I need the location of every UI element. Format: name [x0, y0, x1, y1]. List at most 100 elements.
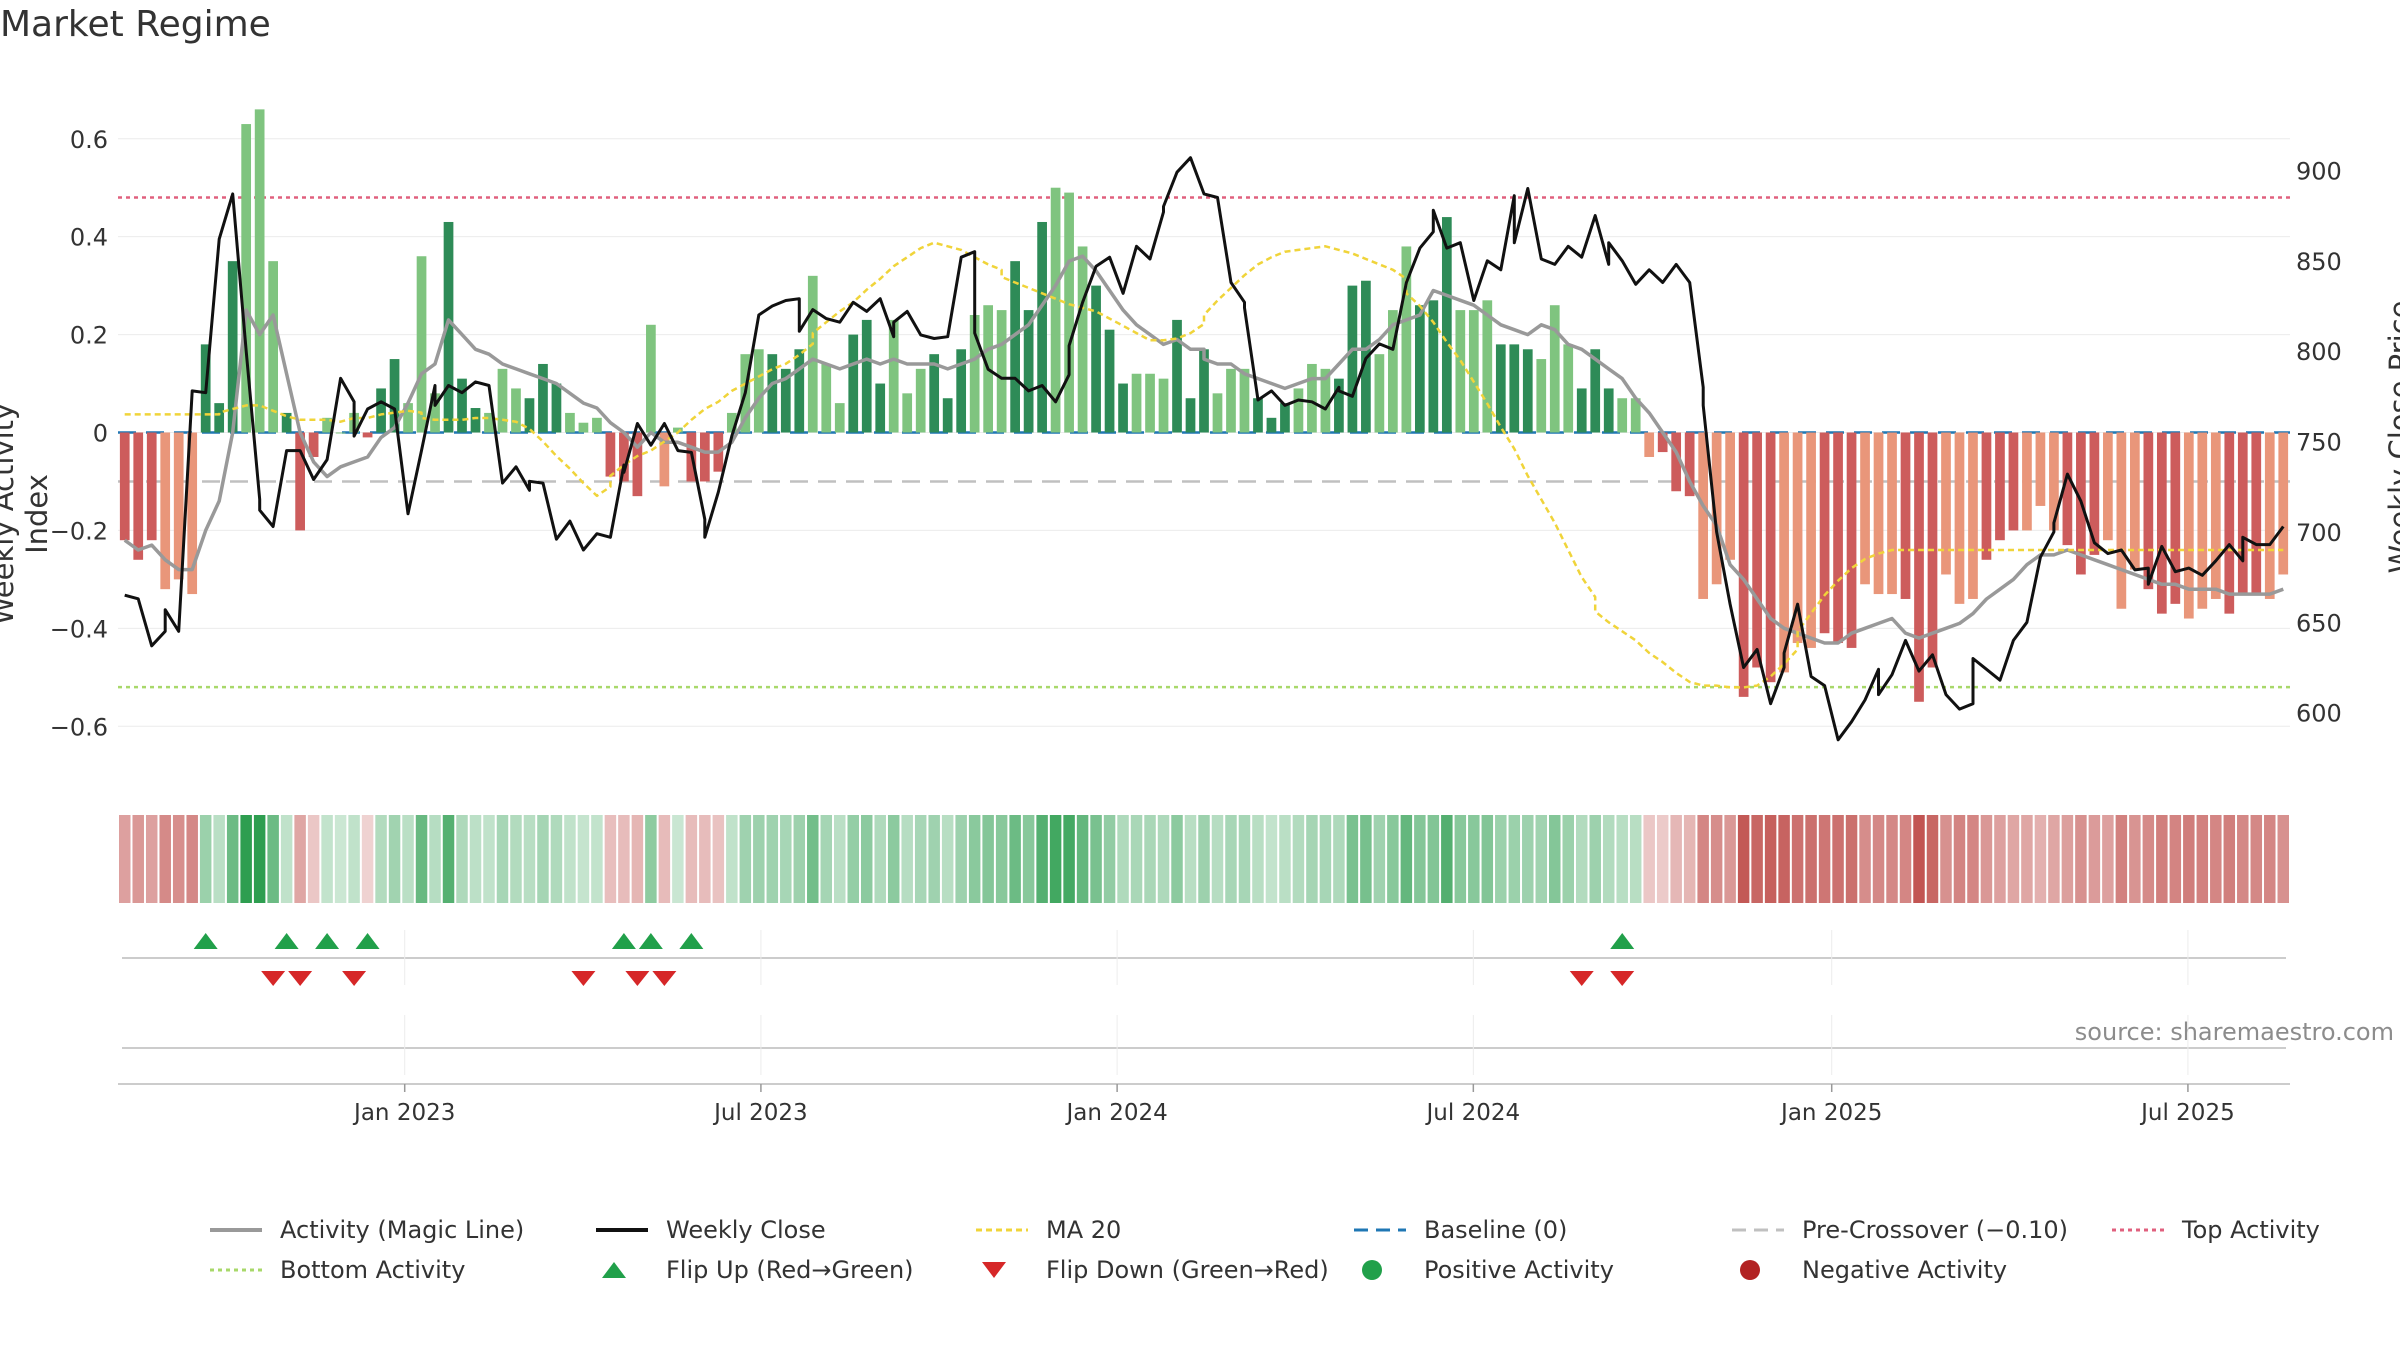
regime-cell [334, 815, 347, 903]
activity-bar [1212, 393, 1223, 433]
x-tick-label: Jul 2025 [2139, 1100, 2235, 1126]
y-tick-label: 0 [93, 420, 108, 448]
y-tick-label: 0.6 [70, 126, 108, 154]
regime-cell [483, 815, 495, 903]
activity-bar [1495, 344, 1506, 433]
regime-cell [1751, 815, 1763, 903]
activity-bar [673, 427, 683, 433]
regime-cell [2075, 815, 2087, 903]
activity-bar [1428, 300, 1439, 433]
regime-cell [415, 815, 428, 903]
y2-tick-label: 850 [2296, 248, 2342, 276]
regime-cell [361, 815, 374, 903]
legend-label: Activity (Magic Line) [280, 1216, 525, 1244]
regime-cell [1737, 815, 1750, 903]
flip-up-marker [315, 933, 340, 949]
regime-cell [119, 815, 131, 903]
activity-bar [1941, 432, 1951, 575]
regime-cell [1198, 815, 1210, 903]
activity-bar [227, 261, 238, 433]
regime-cell [402, 815, 414, 903]
regime-cell [1940, 815, 1952, 903]
regime-cell [1508, 815, 1521, 903]
activity-bar [335, 432, 346, 434]
activity-bar [1752, 432, 1762, 668]
x-tick-label: Jan 2024 [1064, 1100, 1167, 1126]
activity-bar [767, 354, 778, 433]
legend-item-bottom-activity: Bottom Activity [210, 1250, 465, 1290]
regime-cell [780, 815, 792, 903]
activity-bar [1482, 300, 1493, 433]
regime-cell [2183, 815, 2195, 903]
regime-cell [887, 815, 900, 903]
activity-bar [1334, 378, 1344, 433]
activity-magic-line [123, 254, 2284, 645]
activity-bar [1711, 432, 1722, 585]
activity-bar [2237, 432, 2248, 595]
activity-bar [2049, 432, 2059, 531]
regime-cell [2196, 815, 2209, 903]
activity-bar [1293, 388, 1304, 433]
activity-bar [888, 319, 899, 433]
regime-cell [213, 815, 225, 903]
legend-item-positive-activity: Positive Activity [1354, 1250, 1614, 1290]
activity-bar [632, 432, 643, 497]
y-tick-label: 0.4 [70, 224, 108, 252]
legend-item-negative-activity: Negative Activity [1732, 1250, 2007, 1290]
activity-bar [484, 412, 494, 433]
y-tick-label: −0.4 [50, 615, 108, 643]
legend-label: Baseline (0) [1424, 1216, 1568, 1244]
regime-cell [591, 815, 603, 903]
regime-cell [1036, 815, 1048, 903]
legend-item-flip-down: Flip Down (Green→Red) [976, 1250, 1329, 1290]
activity-bar [1104, 329, 1115, 433]
activity-bar [969, 315, 980, 433]
activity-bar [699, 432, 710, 482]
regime-cell [199, 815, 212, 903]
regime-cell [1009, 815, 1021, 903]
activity-bar [2210, 432, 2221, 599]
activity-bar [1792, 432, 1803, 644]
activity-bar [524, 398, 535, 433]
activity-bar [1617, 398, 1628, 433]
activity-bar [1536, 359, 1547, 433]
activity-bar [322, 417, 332, 433]
regime-cell [2210, 815, 2222, 903]
y-tick-label: −0.2 [50, 517, 108, 545]
legend-label: Flip Down (Green→Red) [1046, 1256, 1329, 1284]
x-tick-label: Jan 2025 [1779, 1100, 1882, 1126]
regime-cell [307, 815, 320, 903]
activity-bar [2278, 432, 2289, 575]
activity-bar [2089, 432, 2100, 555]
regime-cell [1791, 815, 1804, 903]
regime-cell [834, 815, 846, 903]
regime-cell [1387, 815, 1399, 903]
regime-cell [1562, 815, 1574, 903]
regime-cell [1522, 815, 1534, 903]
activity-bar [1806, 432, 1816, 648]
activity-bar [821, 363, 832, 433]
activity-bar [551, 383, 562, 433]
activity-bar [1010, 261, 1020, 433]
legend-item-flip-up: Flip Up (Red→Green) [596, 1250, 914, 1290]
x-tick-label: Jan 2023 [352, 1100, 455, 1126]
activity-bar [308, 432, 319, 457]
y2-tick-label: 650 [2296, 609, 2342, 637]
activity-bar [1779, 432, 1789, 673]
activity-bar [565, 412, 575, 433]
activity-bar [1981, 432, 1992, 560]
regime-cell [348, 815, 360, 903]
activity-bar [443, 221, 454, 433]
flip-down-marker [1610, 971, 1635, 986]
activity-bar [1226, 368, 1236, 433]
activity-bar [403, 403, 413, 433]
activity-bar [1590, 349, 1601, 433]
regime-cell [901, 815, 913, 903]
activity-bar [1509, 344, 1520, 433]
regime-cell [2156, 815, 2168, 903]
activity-bar [1347, 285, 1358, 433]
activity-bar [538, 363, 548, 433]
regime-cell [658, 815, 671, 903]
flip-up-marker [193, 933, 218, 949]
regime-cell [523, 815, 536, 903]
